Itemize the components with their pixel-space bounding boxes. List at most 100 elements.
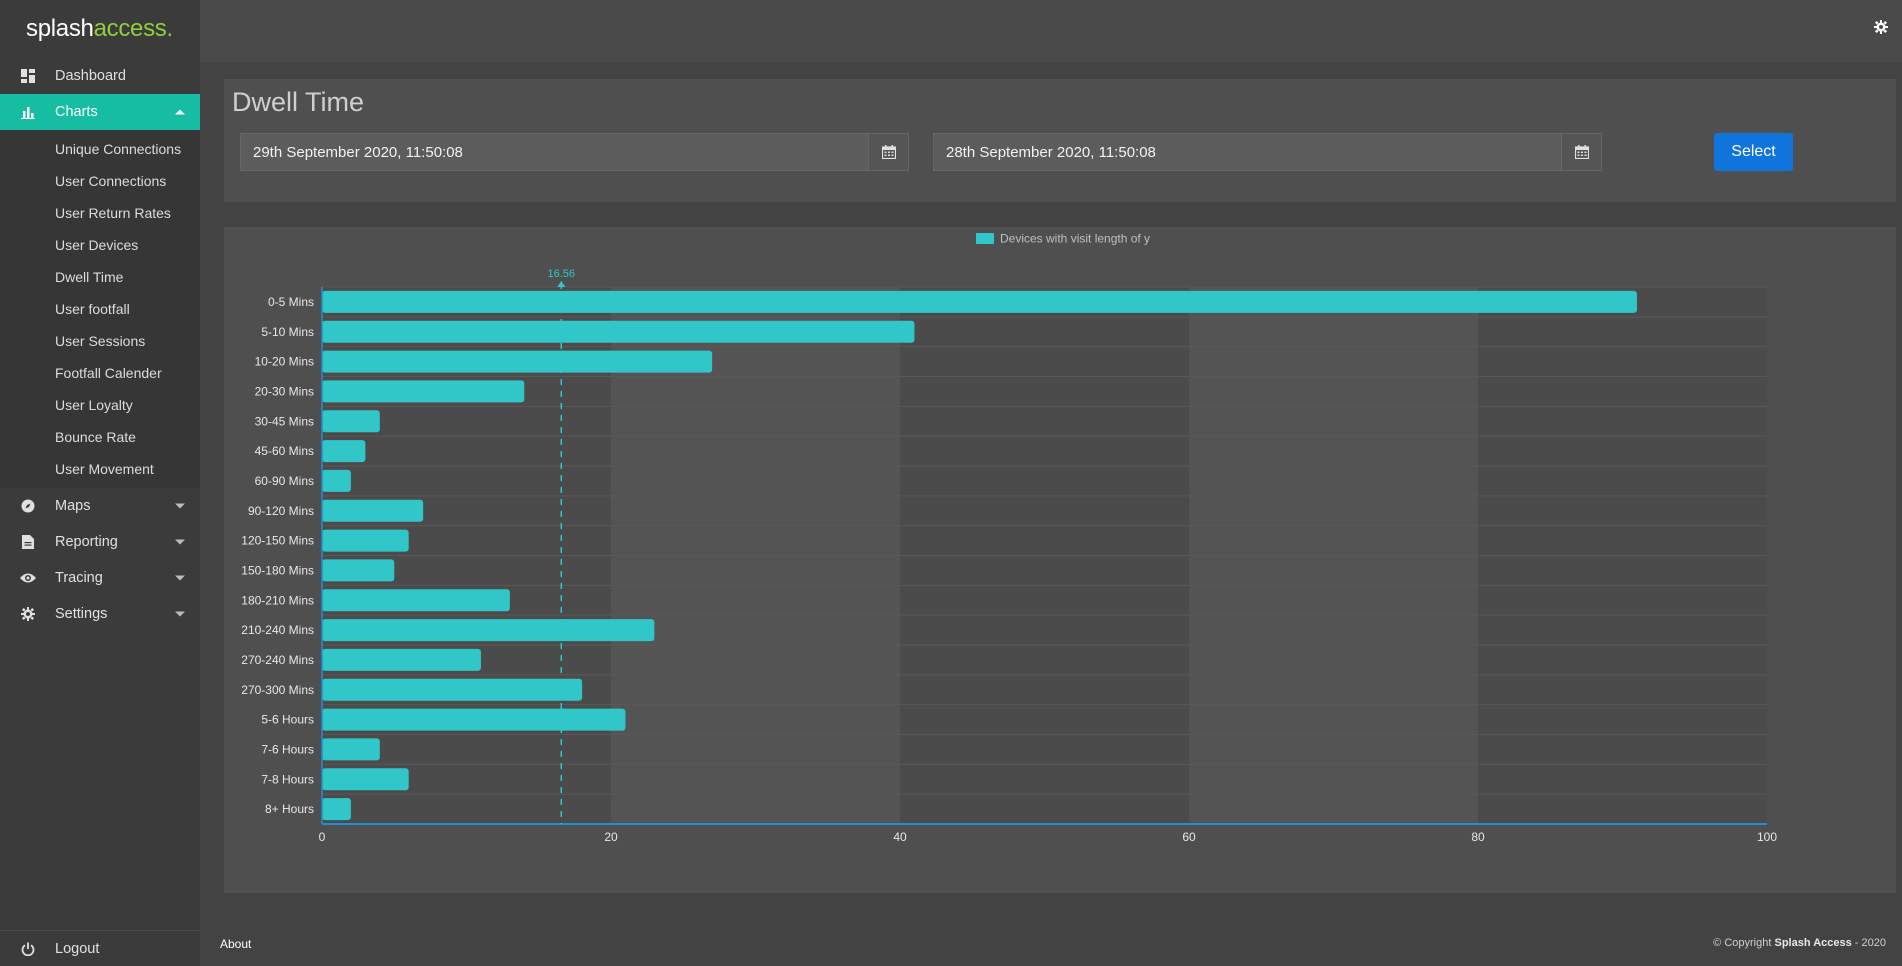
bar: [322, 708, 626, 731]
bar: [322, 768, 409, 791]
copyright-year: - 2020: [1854, 937, 1886, 949]
chart-panel: Devices with visit length of y 0-5 Mins 5-…: [224, 227, 1896, 893]
category-label: 5-10 Mins: [261, 325, 314, 339]
reference-label: 16.56: [548, 268, 576, 280]
logout-label: Logout: [55, 940, 100, 957]
sidebar: splash access. Dashboard Charts Unique Co…: [0, 0, 200, 966]
about-link[interactable]: About: [220, 937, 252, 951]
category-label: 270-240 Mins: [241, 653, 314, 667]
category-label: 270-300 Mins: [241, 683, 314, 697]
bar: [322, 469, 351, 492]
calendar-icon[interactable]: [869, 133, 909, 171]
category-label: 20-30 Mins: [255, 384, 314, 398]
bar: [322, 678, 583, 701]
sidebar-item-tracing[interactable]: Tracing: [0, 560, 200, 596]
copyright-prefix: © Copyright: [1713, 937, 1772, 949]
bar: [322, 529, 409, 552]
category-label: 0-5 Mins: [268, 295, 314, 309]
gear-icon: [20, 606, 36, 622]
category-label: 45-60 Mins: [255, 444, 314, 458]
bar: [322, 380, 525, 403]
submenu-item-footfall-calender[interactable]: Footfall Calender: [55, 365, 162, 381]
bar: [322, 350, 713, 373]
bar: [322, 738, 380, 761]
submenu-item-user-movement[interactable]: User Movement: [55, 461, 154, 477]
legend-label: Devices with visit length of y: [1000, 232, 1150, 246]
bar: [322, 440, 366, 463]
sidebar-item-dashboard[interactable]: Dashboard: [0, 58, 200, 94]
category-label: 10-20 Mins: [255, 355, 314, 369]
bar: [322, 320, 915, 343]
sidebar-item-charts[interactable]: Charts: [0, 94, 200, 130]
sidebar-item-label: Tracing: [55, 570, 103, 586]
bar: [322, 648, 481, 671]
power-icon: [20, 941, 36, 957]
category-label: 30-45 Mins: [255, 414, 314, 428]
calendar-icon[interactable]: [1562, 133, 1602, 171]
bar: [322, 589, 510, 612]
copyright-company: Splash Access: [1774, 937, 1852, 949]
category-label: 180-210 Mins: [241, 593, 314, 607]
submenu-item-user-loyalty[interactable]: User Loyalty: [55, 397, 133, 413]
sidebar-item-settings[interactable]: Settings: [0, 596, 200, 632]
brand-logo[interactable]: splash access.: [0, 0, 200, 58]
bar: [322, 619, 655, 642]
category-label: 7-6 Hours: [261, 742, 314, 756]
filter-panel: Dwell Time Select: [224, 79, 1896, 202]
legend-swatch: [976, 233, 994, 244]
submenu-item-user-footfall[interactable]: User footfall: [55, 301, 130, 317]
sidebar-item-label: Maps: [55, 498, 91, 514]
sidebar-item-label: Reporting: [55, 534, 118, 550]
submenu-item-dwell-time[interactable]: Dwell Time: [55, 269, 124, 285]
bar: [322, 290, 1637, 313]
start-date-group: [240, 133, 909, 171]
x-tick-label: 0: [319, 830, 326, 844]
chevron-down-icon: [175, 611, 185, 617]
charts-submenu: Unique Connections User Connections User…: [0, 130, 200, 488]
category-label: 210-240 Mins: [241, 623, 314, 637]
bar: [322, 410, 380, 433]
logout-button[interactable]: Logout: [0, 930, 200, 966]
submenu-item-user-return-rates[interactable]: User Return Rates: [55, 205, 171, 221]
x-tick-label: 80: [1471, 830, 1485, 844]
compass-icon: [20, 498, 36, 514]
submenu-item-user-connections[interactable]: User Connections: [55, 173, 167, 189]
copyright-text: © Copyright Splash Access - 2020: [1713, 937, 1886, 949]
sidebar-item-label: Dashboard: [55, 68, 126, 84]
file-icon: [20, 534, 36, 550]
chevron-up-icon: [175, 109, 185, 115]
reference-marker: [557, 281, 566, 287]
brand-text-2: access.: [93, 15, 174, 42]
dwell-time-chart: Devices with visit length of y 0-5 Mins 5-…: [241, 232, 1777, 845]
bar: [322, 798, 351, 821]
submenu-item-bounce-rate[interactable]: Bounce Rate: [55, 429, 136, 445]
bar: [322, 559, 395, 582]
sidebar-item-maps[interactable]: Maps: [0, 488, 200, 524]
category-label: 120-150 Mins: [241, 534, 314, 548]
select-button[interactable]: Select: [1714, 133, 1793, 171]
category-label: 60-90 Mins: [255, 474, 314, 488]
chevron-down-icon: [175, 539, 185, 545]
category-label: 150-180 Mins: [241, 563, 314, 577]
start-date-input[interactable]: [240, 133, 869, 171]
bar: [322, 499, 424, 522]
bar-chart-icon: [20, 104, 36, 120]
end-date-input[interactable]: [933, 133, 1562, 171]
submenu-item-user-sessions[interactable]: User Sessions: [55, 333, 146, 349]
sidebar-item-reporting[interactable]: Reporting: [0, 524, 200, 560]
category-label: 8+ Hours: [265, 802, 314, 816]
topbar: [200, 0, 1902, 62]
brand-text-1: splash: [26, 15, 94, 42]
submenu-item-unique-connections[interactable]: Unique Connections: [55, 141, 182, 157]
category-label: 90-120 Mins: [248, 504, 314, 518]
category-label: 7-8 Hours: [261, 772, 314, 786]
end-date-group: [933, 133, 1602, 171]
x-tick-label: 100: [1757, 830, 1777, 844]
chevron-down-icon: [175, 575, 185, 581]
submenu-item-user-devices[interactable]: User Devices: [55, 237, 139, 253]
sidebar-item-label: Charts: [55, 104, 98, 120]
eye-icon: [20, 570, 36, 586]
settings-gear-icon[interactable]: [1874, 20, 1890, 36]
x-tick-label: 60: [1182, 830, 1196, 844]
dashboard-icon: [20, 68, 36, 84]
